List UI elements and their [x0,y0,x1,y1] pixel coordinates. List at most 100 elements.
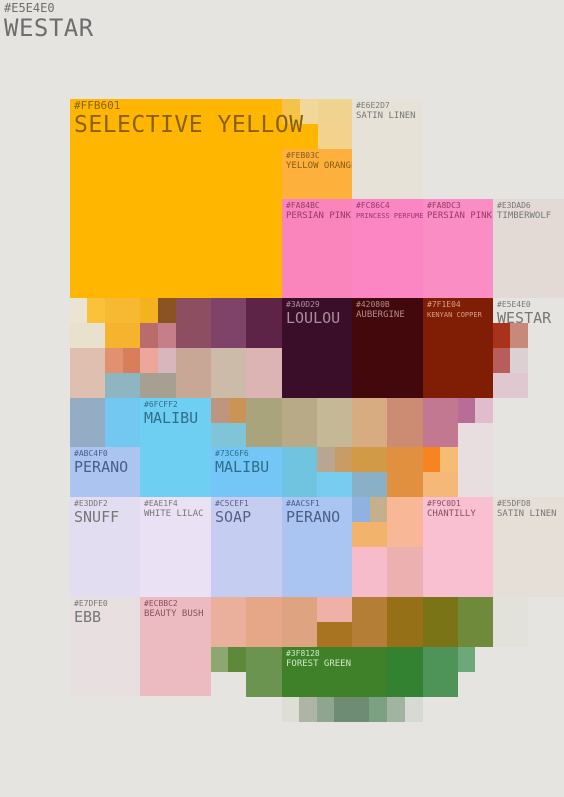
color-swatch [246,647,282,697]
swatch-name: LOULOU [286,309,341,327]
swatch-hex: #6FCFF2 [144,400,178,409]
color-swatch [105,398,140,447]
swatch-label: #3F8128 FOREST GREEN [286,649,351,670]
color-swatch [458,423,493,447]
color-swatch [176,348,211,398]
color-swatch [493,323,510,348]
color-swatch [158,298,176,323]
color-swatch [458,447,493,497]
named-swatch: #E5E4E0 WESTAR [493,298,564,323]
color-swatch [140,298,158,323]
swatch-hex: #E6E2D7 [356,101,390,110]
color-swatch [317,622,352,647]
color-swatch [370,497,387,522]
color-swatch [246,348,282,398]
named-swatch: #ABC4F0 PERANO [70,447,140,497]
swatch-label: #3A0D29 LOULOU [286,300,340,327]
color-swatch [176,298,211,348]
swatch-hex: #ABC4F0 [74,449,108,458]
swatch-label: #42080B AUBERGINE [356,300,405,321]
swatch-name: SATIN LINEN [356,111,416,121]
named-swatch: #6FCFF2 MALIBU [140,398,211,497]
color-swatch [105,298,140,323]
color-swatch [423,447,440,472]
color-swatch [352,597,387,647]
named-swatch: #E3DAD6 TIMBERWOLF [493,199,564,298]
swatch-name: MALIBU [144,409,199,427]
swatch-label: #C5CEF1 SOAP [215,499,251,526]
color-swatch [493,348,510,373]
color-swatch [123,348,140,373]
color-swatch [352,697,369,722]
named-swatch: #E7DFE0 EBB [70,597,140,696]
swatch-hex: #ECBBC2 [144,599,178,608]
named-swatch: #3A0D29 LOULOU [282,298,352,398]
color-swatch [158,348,176,373]
swatch-hex: #E5E4E0 [497,300,531,309]
color-swatch [70,298,87,323]
swatch-label: #FA84BC PERSIAN PINK [286,201,351,222]
color-swatch [387,647,423,697]
color-swatch [352,522,387,547]
named-swatch: #E3DDF2 SNUFF [70,497,140,597]
named-swatch: #7F1E04 KENYAN COPPER [423,298,493,398]
swatch-label: #EAE1F4 WHITE LILAC [144,499,204,520]
named-swatch: #E6E2D7 SATIN LINEN [352,99,423,199]
color-swatch [140,373,176,398]
color-swatch [352,447,387,472]
color-swatch [458,647,475,672]
swatch-hex: #C5CEF1 [215,499,249,508]
color-swatch [282,124,318,149]
color-swatch [211,423,246,447]
color-swatch [87,298,105,323]
named-swatch: #42080B AUBERGINE [352,298,423,398]
swatch-hex: #3F8128 [286,649,320,658]
named-swatch: #73C6F6 MALIBU [211,447,282,497]
swatch-hex: #FA8DC3 [427,201,461,210]
swatch-name: CHANTILLY [427,509,476,519]
color-swatch [475,398,493,423]
color-swatch [105,373,140,398]
color-swatch [246,398,282,447]
color-swatch [493,597,528,647]
header-name: WESTAR [4,14,94,42]
swatch-hex: #73C6F6 [215,449,249,458]
color-swatch [352,398,387,447]
color-swatch [423,472,458,497]
color-swatch [246,597,282,647]
swatch-hex: #FC86C4 [356,201,390,210]
swatch-label: #E5DFD8 SATIN LINEN [497,499,557,520]
color-swatch [369,697,387,722]
swatch-name: PERSIAN PINK [286,211,352,221]
swatch-hex: #42080B [356,300,390,309]
color-swatch [352,472,387,497]
color-swatch [317,597,352,622]
named-swatch [70,99,282,298]
named-swatch: #AACSF1 PERANO [282,497,352,597]
swatch-label: #E5E4E0 WESTAR [497,300,551,323]
color-swatch [352,497,370,522]
swatch-hex: #FEB03C [286,151,320,160]
color-swatch [105,323,140,348]
swatch-name: KENYAN COPPER [427,311,482,319]
color-swatch [387,547,423,597]
swatch-hex: #FA84BC [286,201,320,210]
swatch-label: #E3DAD6 TIMBERWOLF [497,201,551,222]
color-swatch [423,597,458,647]
swatch-hex: #E3DDF2 [74,499,108,508]
swatch-label: #FA8DC3 PERSIAN PINK [427,201,492,222]
swatch-label: #73C6F6 MALIBU [215,449,269,476]
swatch-label: #FEB03C YELLOW ORANGE [286,151,352,172]
color-swatch [387,497,423,547]
swatch-hex: #AACSF1 [286,499,320,508]
swatch-name: AUBERGINE [356,310,405,320]
color-swatch [158,323,176,348]
color-swatch [282,398,317,447]
named-swatch: #C5CEF1 SOAP [211,497,282,597]
color-swatch [299,697,317,722]
swatch-label: #7F1E04 KENYAN COPPER [427,300,482,320]
color-swatch [70,348,105,398]
swatch-hex: #EAE1F4 [144,499,178,508]
color-swatch [211,597,246,647]
